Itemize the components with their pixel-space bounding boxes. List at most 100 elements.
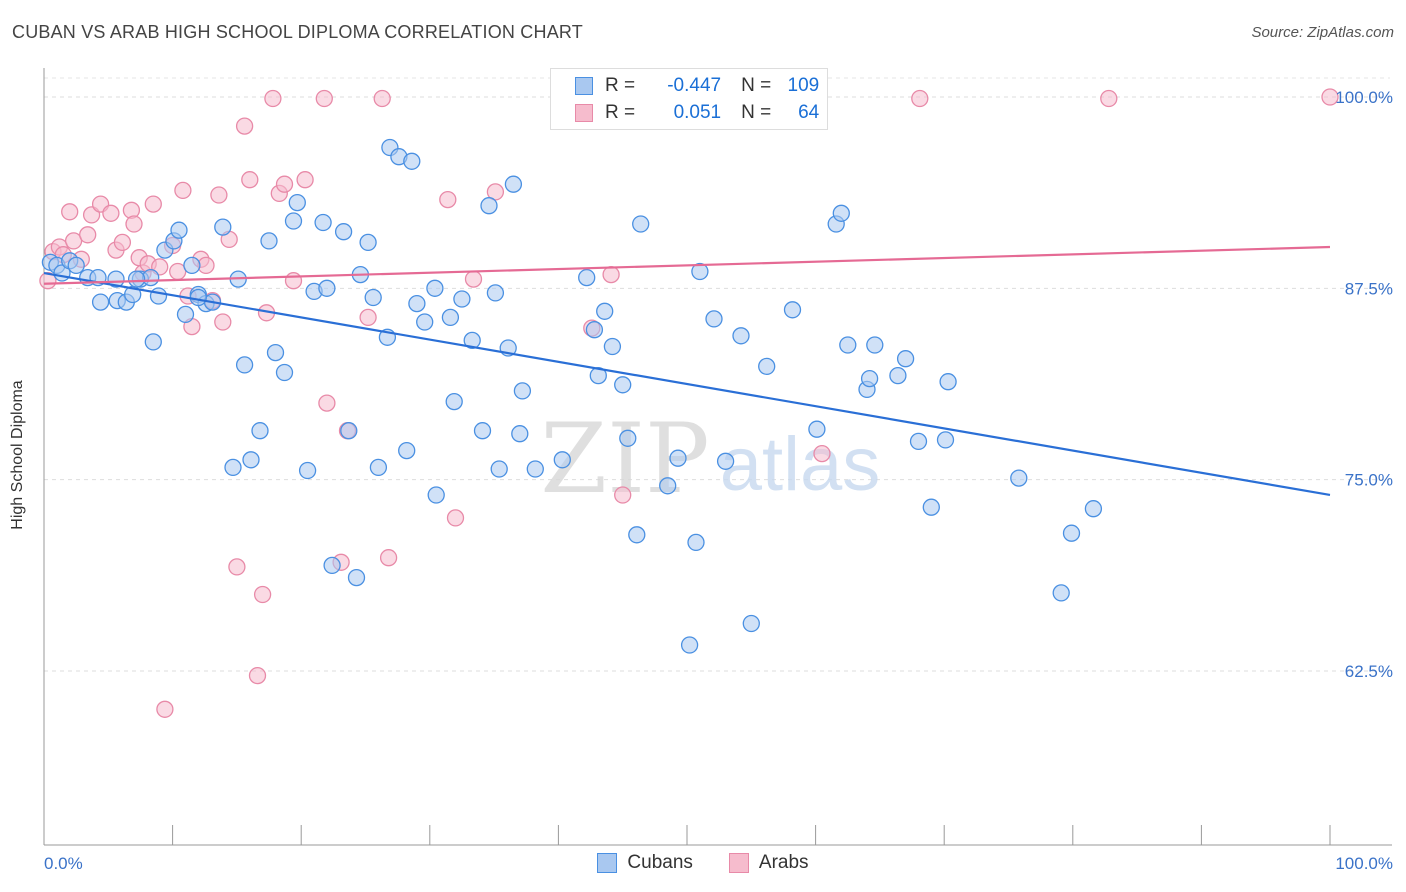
cubans-point: [628, 526, 646, 544]
cubans-point: [340, 422, 358, 440]
cubans-point: [408, 294, 426, 313]
arabs-swatch: [575, 104, 593, 122]
trend-lines: [43, 245, 1331, 497]
cubans-point: [758, 357, 776, 376]
stats-row-arabs: R = 0.051 N = 64: [575, 101, 819, 125]
cubans-point: [364, 288, 382, 307]
y-tick-label: 87.5%: [1345, 279, 1393, 298]
cubans-point: [513, 382, 532, 400]
arabs-point: [113, 233, 132, 252]
arabs-point: [464, 270, 483, 288]
cubans-point: [909, 432, 928, 451]
x-tick-label: 100.0%: [1335, 854, 1393, 873]
arabs-point: [315, 89, 333, 108]
cubans-point: [266, 343, 285, 362]
cubans-point: [427, 486, 445, 504]
tick-labels: 62.5% 75.0% 87.5% 100.0% 0.0% 100.0%: [44, 88, 1393, 873]
r-label: R =: [605, 75, 636, 96]
arabs-points: [39, 88, 1339, 718]
stats-row-cubans: R = -0.447 N = 109: [575, 74, 819, 98]
legend-item-cubans[interactable]: Cubans: [597, 852, 693, 874]
cubans-point: [144, 333, 162, 351]
arabs-point: [102, 204, 120, 222]
cubans-point: [298, 461, 317, 480]
arabs-point: [214, 313, 232, 331]
legend-label-cubans: Cubans: [627, 852, 693, 873]
cubans-point: [732, 327, 750, 345]
r-value: 0.051: [673, 102, 722, 123]
cubans-point: [314, 213, 332, 232]
arabs-point: [1321, 88, 1339, 106]
y-tick-label: 100.0%: [1335, 88, 1393, 107]
cubans-point: [1052, 584, 1070, 602]
legend-item-arabs[interactable]: Arabs: [728, 852, 809, 874]
cubans-point: [896, 350, 915, 368]
arabs-point: [284, 272, 303, 290]
cubans-legend-swatch: [597, 853, 618, 873]
cubans-point: [596, 302, 614, 320]
arabs-point: [156, 700, 174, 718]
arabs-point: [79, 226, 97, 244]
cubans-point: [176, 305, 195, 324]
chart-title: CUBAN VS ARAB HIGH SCHOOL DIPLOMA CORREL…: [12, 22, 583, 42]
arabs-point: [174, 181, 192, 200]
cubans-point: [922, 498, 940, 516]
arabs-point: [125, 215, 143, 233]
cubans-point: [453, 290, 471, 308]
cubans-point: [91, 293, 110, 311]
r-value: -0.447: [667, 75, 722, 96]
y-axis-label: High School Diploma: [9, 380, 26, 530]
cubans-point: [1062, 524, 1081, 542]
cubans-point: [619, 429, 637, 447]
cubans-point: [526, 460, 544, 478]
n-value: 64: [798, 102, 820, 123]
arabs-point: [318, 394, 336, 412]
cubans-point: [504, 175, 523, 193]
arabs-point: [235, 117, 254, 135]
arabs-point: [614, 486, 632, 504]
n-value: 109: [787, 75, 820, 96]
cubans-point: [473, 422, 492, 440]
cubans-point: [214, 218, 232, 236]
cubans-point: [860, 369, 879, 388]
arabs-point: [379, 549, 398, 567]
cubans-point: [716, 452, 735, 470]
cubans-point: [369, 458, 388, 477]
x-tick-label: 0.0%: [44, 854, 83, 873]
cubans-point: [288, 193, 306, 212]
arabs-point: [359, 308, 377, 327]
y-tick-label: 62.5%: [1345, 662, 1393, 681]
cubans-point: [669, 449, 687, 467]
cubans-point: [284, 212, 303, 230]
cubans-point: [1084, 500, 1103, 518]
cubans-point: [127, 270, 146, 288]
cubans-point: [691, 262, 709, 281]
cubans-point: [318, 279, 336, 297]
source-label: Source: ZipAtlas.com: [1251, 24, 1394, 41]
cubans-points: [41, 138, 1103, 654]
cubans-point: [416, 313, 434, 331]
cubans-swatch: [575, 77, 593, 95]
cubans-point: [939, 373, 957, 391]
cubans-point: [866, 336, 884, 354]
arabs-point: [61, 203, 79, 221]
cubans-point: [687, 533, 705, 552]
cubans-point: [67, 256, 85, 275]
cubans-point: [441, 308, 460, 327]
cubans-point: [783, 301, 802, 319]
legend-label-arabs: Arabs: [758, 852, 809, 873]
cubans-point: [189, 288, 207, 307]
cubans-point: [553, 451, 571, 469]
cubans-point: [480, 197, 498, 215]
n-label: N =: [741, 102, 772, 123]
arabs-point: [373, 89, 391, 108]
cubans-point: [603, 337, 622, 356]
cubans-point: [426, 279, 444, 297]
cubans-point: [614, 376, 632, 394]
cubans-point: [235, 356, 254, 374]
cubans-point: [251, 422, 269, 440]
arabs-point: [439, 190, 457, 209]
cubans-point: [445, 392, 463, 411]
arabs-point: [248, 666, 267, 685]
